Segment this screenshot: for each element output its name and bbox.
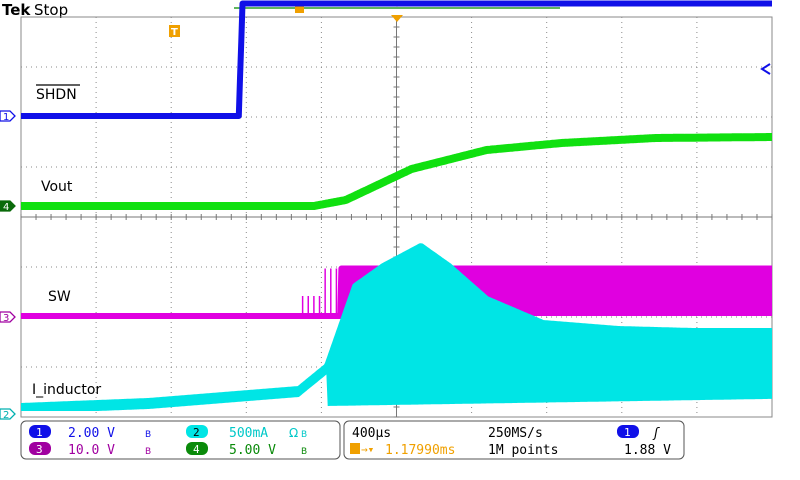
ch2-badge bbox=[186, 425, 208, 438]
trigger-marker: T bbox=[169, 25, 180, 38]
ch3-bw-icon: B bbox=[145, 447, 151, 457]
inductor-label: I_inductor bbox=[32, 382, 101, 398]
ch1-scale: 2.00 V bbox=[68, 426, 115, 441]
svg-text:→▾: →▾ bbox=[361, 443, 374, 456]
trigger-pos-icon bbox=[350, 443, 360, 454]
record-length: 1M points bbox=[488, 443, 558, 458]
svg-text:3: 3 bbox=[36, 443, 43, 456]
trigger-slope-icon: ʃ bbox=[652, 426, 660, 441]
ch2-ground-marker: 2 bbox=[0, 408, 16, 421]
vout-label: Vout bbox=[41, 179, 73, 195]
timebase-value: 400µs bbox=[352, 426, 391, 441]
svg-text:1: 1 bbox=[624, 426, 631, 439]
ch3-ground-marker: 3 bbox=[0, 311, 16, 324]
ch4-badge bbox=[186, 442, 208, 455]
svg-text:3: 3 bbox=[3, 313, 9, 324]
orange-trigger-arrow bbox=[391, 15, 403, 22]
svg-text:2: 2 bbox=[193, 426, 200, 439]
ch3-badge bbox=[29, 442, 51, 455]
svg-text:4: 4 bbox=[3, 202, 9, 213]
ch1-bw-icon: B bbox=[145, 430, 151, 440]
ch4-ground-marker: 4 bbox=[0, 200, 16, 213]
brand-label: Tek bbox=[2, 1, 31, 19]
trace-shdn bbox=[19, 0, 774, 119]
ch2-bw-icon: B bbox=[301, 430, 307, 440]
ch2-scale: 500mA bbox=[229, 426, 268, 441]
inductor-ripple-envelope bbox=[21, 246, 772, 411]
svg-text:2: 2 bbox=[3, 410, 9, 421]
shdn-label: SHDN bbox=[36, 87, 77, 103]
trigger-source-badge bbox=[617, 425, 639, 438]
sw-label: SW bbox=[48, 289, 71, 305]
trigger-position: 1.17990ms bbox=[385, 443, 455, 458]
ch1-ground-marker: 1 bbox=[0, 110, 16, 123]
timebase-panel bbox=[343, 420, 685, 460]
ch4-scale: 5.00 V bbox=[229, 443, 276, 458]
trace-vout bbox=[18, 133, 775, 210]
svg-text:1: 1 bbox=[36, 426, 43, 439]
trigger-level-arrow bbox=[760, 63, 771, 75]
trigger-level: 1.88 V bbox=[624, 443, 671, 458]
trigger-position-marker bbox=[295, 4, 304, 13]
ch3-scale: 10.0 V bbox=[68, 443, 115, 458]
acquisition-status: Stop bbox=[34, 1, 68, 19]
channel-scale-panel bbox=[20, 420, 341, 460]
ch2-ohm-icon: Ω bbox=[289, 426, 298, 440]
waveform-traces bbox=[18, 0, 775, 411]
ch1-badge bbox=[29, 425, 51, 438]
svg-text:1: 1 bbox=[3, 112, 9, 123]
sample-rate: 250MS/s bbox=[488, 426, 543, 441]
svg-text:T: T bbox=[171, 27, 178, 38]
ch4-bw-icon: B bbox=[301, 447, 307, 457]
svg-text:4: 4 bbox=[193, 443, 200, 456]
